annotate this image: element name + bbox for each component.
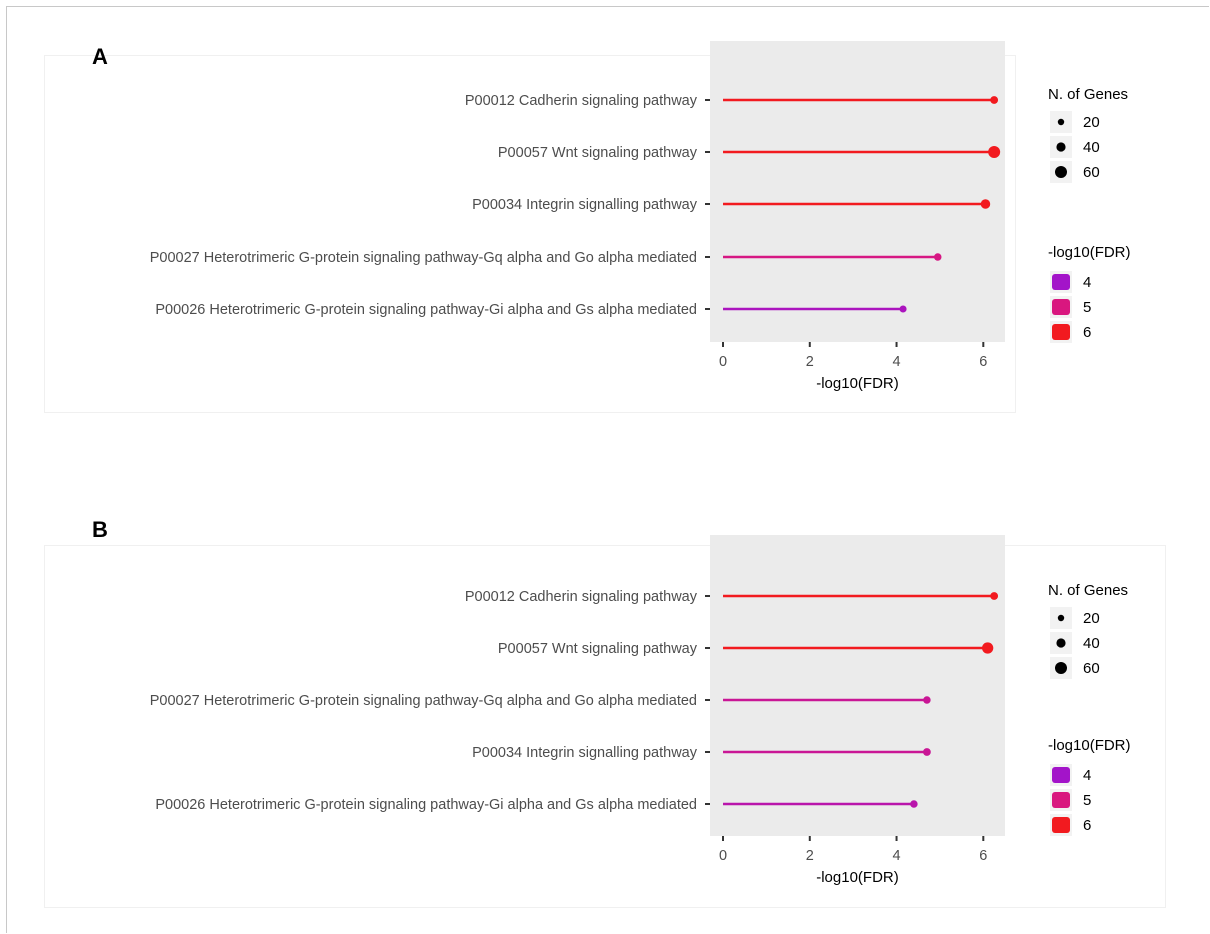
chart-a-legend-color-title: -log10(FDR) <box>1048 244 1131 261</box>
chart-a-x-tick-label: 6 <box>979 354 987 370</box>
chart-b-legend-color-title: -log10(FDR) <box>1048 737 1131 754</box>
chart-a-y-tick-label: P00026 Heterotrimeric G-protein signalin… <box>155 302 697 318</box>
chart-a-x-axis-label: -log10(FDR) <box>816 375 899 392</box>
chart-b-legend-size-dot <box>1055 662 1067 674</box>
chart-a-legend-size-label: 20 <box>1083 114 1100 131</box>
chart-b-y-tick-label: P00026 Heterotrimeric G-protein signalin… <box>155 797 697 813</box>
chart-a-plot-background <box>710 41 1005 342</box>
chart-b-y-tick-label: P00027 Heterotrimeric G-protein signalin… <box>150 693 697 709</box>
chart-a-x-tick-label: 0 <box>719 354 727 370</box>
chart-a-legend-size-dot <box>1055 166 1067 178</box>
chart-b-legend-size-label: 20 <box>1083 610 1100 627</box>
chart-a-legend-color-label: 5 <box>1083 299 1091 316</box>
chart-a-lollipop-point <box>980 199 991 209</box>
chart-b-y-tick-label: P00034 Integrin signalling pathway <box>472 745 698 761</box>
chart-a-legend-size-label: 60 <box>1083 164 1100 181</box>
chart-a-legend-size-dot <box>1056 142 1066 152</box>
chart-b-lollipop-point <box>923 748 931 756</box>
chart-b-lollipop-point <box>910 800 918 808</box>
chart-b-y-tick-label: P00012 Cadherin signaling pathway <box>465 589 698 605</box>
chart-b-legend-size-title: N. of Genes <box>1048 582 1128 599</box>
chart-a-x-tick-label: 4 <box>893 354 901 370</box>
chart-a-x-tick-label: 2 <box>806 354 814 370</box>
chart-a-legend-color-swatch <box>1052 324 1070 340</box>
chart-b-legend-size-dot <box>1057 614 1065 622</box>
chart-a-y-tick-label: P00034 Integrin signalling pathway <box>472 197 698 213</box>
chart-a-legend-size-dot <box>1057 118 1065 126</box>
chart-a-y-tick-label: P00027 Heterotrimeric G-protein signalin… <box>150 250 697 266</box>
chart-b-legend-size-label: 60 <box>1083 660 1100 677</box>
chart-b-legend-color-swatch <box>1052 767 1070 783</box>
chart-a-lollipop-point <box>899 305 907 313</box>
chart-b-x-tick-label: 0 <box>719 848 727 864</box>
chart-b-legend-size-dot <box>1056 638 1066 648</box>
chart-a-legend-color-swatch <box>1052 299 1070 315</box>
panel-b-letter: B <box>92 517 108 542</box>
panel-b-frame <box>44 545 1166 908</box>
chart-a-legend-size-label: 40 <box>1083 139 1100 156</box>
chart-b-x-tick-label: 6 <box>979 848 987 864</box>
chart-b-legend-color-label: 4 <box>1083 767 1091 784</box>
page-frame <box>6 6 1209 933</box>
chart-a-legend-color-label: 4 <box>1083 274 1091 291</box>
chart-b-legend-color-label: 6 <box>1083 817 1091 834</box>
panel-a-frame <box>44 55 1016 413</box>
chart-a-lollipop-point <box>988 146 1001 158</box>
chart-b-legend-size-label: 40 <box>1083 635 1100 652</box>
chart-a-legend-color-swatch <box>1052 274 1070 290</box>
chart-b-legend-color-label: 5 <box>1083 792 1091 809</box>
chart-a-lollipop-point <box>990 96 999 104</box>
chart-a-legend-color-label: 6 <box>1083 324 1091 341</box>
chart-b-plot-background <box>710 535 1005 836</box>
chart-b-legend-color-swatch <box>1052 817 1070 833</box>
chart-b-lollipop-point <box>990 592 999 600</box>
chart-a-y-tick-label: P00057 Wnt signaling pathway <box>498 145 698 161</box>
chart-a-lollipop-point <box>933 253 942 261</box>
chart-a-legend-size-title: N. of Genes <box>1048 86 1128 103</box>
chart-b-lollipop-point <box>923 696 931 704</box>
chart-a-y-tick-label: P00012 Cadherin signaling pathway <box>465 93 698 109</box>
chart-b-lollipop-point <box>981 642 994 654</box>
chart-b-x-tick-label: 4 <box>893 848 901 864</box>
chart-b-legend-color-swatch <box>1052 792 1070 808</box>
chart-b-x-tick-label: 2 <box>806 848 814 864</box>
panel-a-letter: A <box>92 44 108 69</box>
chart-b-x-axis-label: -log10(FDR) <box>816 869 899 886</box>
chart-b-y-tick-label: P00057 Wnt signaling pathway <box>498 641 698 657</box>
